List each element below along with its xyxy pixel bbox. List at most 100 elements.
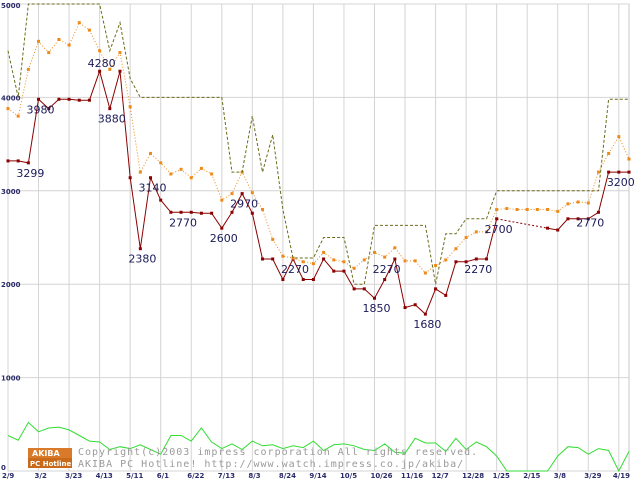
x-tick-label: 3/23 [65,472,82,480]
series-1-point [413,259,417,263]
series-1-point [546,207,550,211]
series-0-point [230,210,234,214]
series-0-point [586,217,590,221]
series-1-point [474,230,478,234]
x-tick-label: 3/29 [584,472,601,480]
series-0-point [566,217,570,221]
x-tick-label: 6/22 [187,472,204,480]
data-label: 3140 [139,182,167,195]
series-0-point [6,159,10,163]
series-1-point [515,207,519,211]
series-1-point [444,258,448,262]
series-0-point [271,257,275,261]
logo-text-bottom: PC Hotline! [30,460,74,468]
series-1-point [362,258,366,262]
series-1-point [179,167,183,171]
series-1-point [301,260,305,264]
series-1-point [454,247,458,251]
x-tick-label: 1/25 [493,472,510,480]
series-1-point [291,256,295,260]
series-0-point [454,260,458,264]
data-label: 1850 [362,302,390,315]
series-1-point [261,207,265,211]
series-1-point [383,255,387,259]
series-0-point [16,159,20,163]
x-tick-label: 7/13 [218,472,235,480]
series-0-gap-line [496,218,548,229]
series-1-point [556,209,560,213]
series-1-point [403,259,407,263]
series-1-point [98,49,102,53]
series-0-point [576,217,580,221]
series-0-point [546,226,550,230]
data-label: 2970 [230,198,258,211]
series-1-point [322,250,326,254]
series-1-point [372,250,376,254]
series-1-point [199,166,203,170]
data-label: 2270 [373,263,401,276]
y-tick-label: 0 [1,464,6,472]
series-2-line [7,3,629,285]
x-tick-label: 3/8 [554,472,566,480]
series-1-point [149,151,153,155]
series-3-line [7,421,630,473]
series-0-point [118,69,122,73]
chart-grid [7,3,630,472]
x-tick-label: 9/14 [309,472,326,480]
y-tick-label: 1000 [1,375,21,383]
y-tick-label: 5000 [1,2,21,10]
y-tick-label: 2000 [1,281,21,289]
copyright-text: Copyright(c)2003 impress corporation All… [78,447,478,458]
x-tick-label: 10/5 [340,472,357,480]
series-1-point [342,260,346,264]
data-label: 1680 [413,318,441,331]
series-0-point [596,210,600,214]
series-0-point [322,257,326,261]
series-0-point [474,257,478,261]
series-1-point [332,258,336,262]
series-1-point [250,191,254,195]
series-1-line [7,21,630,274]
y-tick-label: 3000 [1,188,21,196]
series-0-point [311,278,315,282]
series-1-point [535,207,539,211]
series-1-point [77,21,81,25]
y-axis-labels: 0 1000 2000 3000 4000 5000 [1,2,21,472]
series-0-point [617,170,621,174]
series-0-point [434,287,438,291]
series-0-point [281,278,285,282]
series-1-point [271,237,275,241]
series-0-point [261,257,265,261]
series-0-point [240,192,244,196]
series-0-point [210,211,214,215]
series-1-point [230,192,234,196]
logo-box-bottom [28,458,72,468]
series-0-point [352,287,356,291]
data-label: 3200 [607,176,635,189]
series-0-point [189,210,193,214]
series-1-point [393,246,397,250]
series-0-point [423,312,427,316]
logo-text-top: AKIBA [32,449,60,458]
series-0-point [87,98,91,102]
series-1-point [67,43,71,47]
series-1-point [220,198,224,202]
series-0-point [138,247,142,251]
series-0-point [169,210,173,214]
series-0-point [342,269,346,273]
series-0-point [179,210,183,214]
data-label: 2270 [281,263,309,276]
series-0-point [464,260,468,264]
series-0-point [108,107,112,111]
data-label: 4280 [88,57,116,70]
series-1-point [505,207,509,211]
series-0-point [362,287,366,291]
logo-box-top [28,448,72,458]
plot-frame [7,3,630,472]
series-0-point [484,257,488,261]
series-1-point [352,266,356,270]
series-0-point [67,97,71,101]
series-1-point [57,37,61,41]
x-axis-labels: 2/9 3/2 3/23 4/13 5/11 6/1 6/22 7/13 8/3 8/24 9/14… [2,472,630,480]
